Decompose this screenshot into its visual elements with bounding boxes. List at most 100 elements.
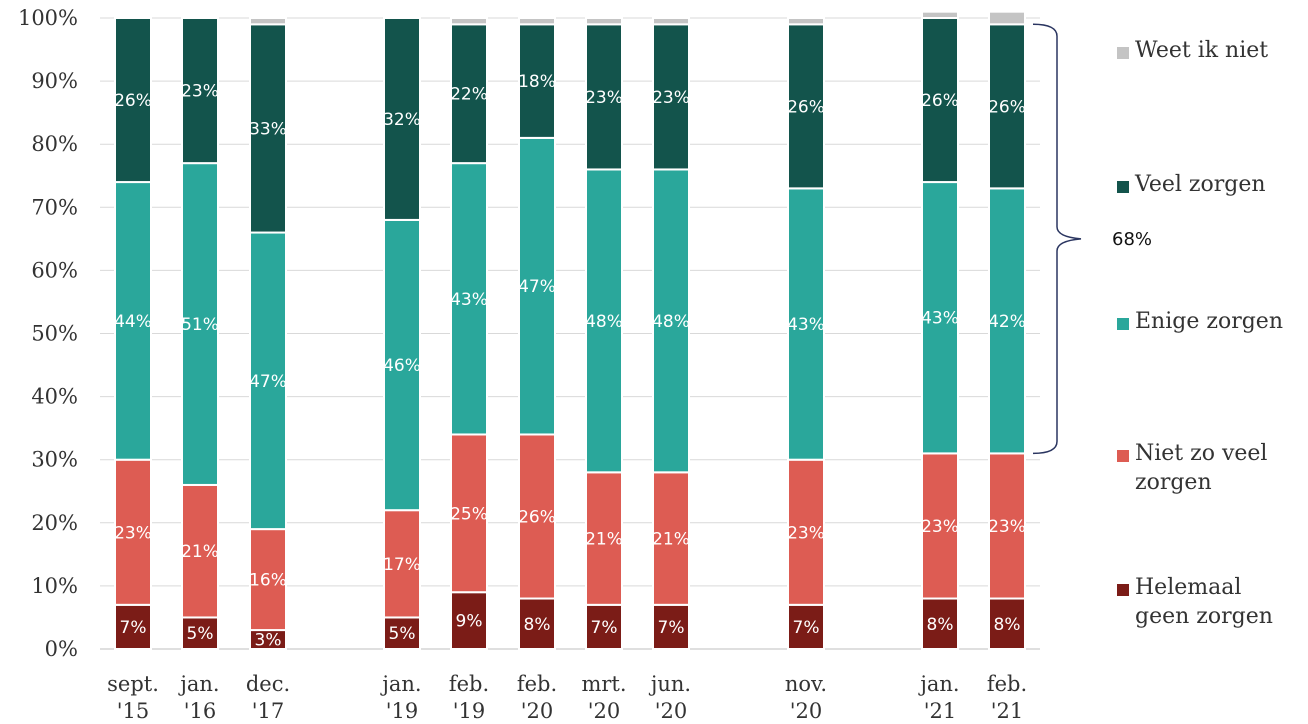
bar-segment-enige-zorgen: [114, 181, 152, 461]
bar-segment-helemaal-geen-zorgen: [988, 597, 1026, 651]
data-label: 51%: [181, 315, 219, 335]
legend-label: Niet zo veel zorgen: [1135, 441, 1267, 495]
legend-swatch: [1117, 318, 1129, 330]
bar-segment-enige-zorgen: [585, 168, 623, 474]
data-label: 26%: [518, 507, 556, 527]
x-tick-label: '17: [252, 699, 285, 723]
bar-segment-helemaal-geen-zorgen: [585, 603, 623, 651]
data-label: 48%: [585, 312, 623, 332]
data-label: 18%: [518, 72, 556, 92]
x-tick-label: feb.: [987, 672, 1027, 696]
legend-item-helemaal-geen-zorgen: Helemaal geen zorgen: [1117, 575, 1273, 629]
bar-segment-enige-zorgen: [383, 218, 421, 512]
bar-segment-veel-zorgen: [383, 17, 421, 221]
legend-label: Veel zorgen: [1134, 172, 1266, 197]
x-tick-label: '19: [453, 699, 486, 723]
data-label: 17%: [383, 555, 421, 575]
bar-segment-helemaal-geen-zorgen: [450, 591, 488, 651]
data-label: 22%: [450, 85, 488, 105]
gridlines: [100, 17, 1040, 650]
data-label: 8%: [994, 615, 1021, 635]
x-tick-label: '21: [924, 699, 957, 723]
data-label: 21%: [585, 530, 623, 550]
legend: Weet ik niet Veel zorgen Enige zorgen Niet …: [1117, 38, 1283, 629]
bar-segment-niet-zo-veel-zorgen: [988, 452, 1026, 600]
bar-segment-enige-zorgen: [249, 231, 287, 531]
x-tick-label: jun.: [648, 672, 691, 696]
bar-segment-niet-zo-veel-zorgen: [450, 433, 488, 594]
y-tick-label: 40%: [31, 385, 78, 409]
bar-segment-veel-zorgen: [114, 17, 152, 184]
bar-segment-niet-zo-veel-zorgen: [114, 458, 152, 606]
bar-segment-niet-zo-veel-zorgen: [249, 528, 287, 632]
bar-segment-veel-zorgen: [518, 23, 556, 139]
data-label: 21%: [181, 542, 219, 562]
data-label: 5%: [187, 624, 214, 644]
legend-label: Helemaal geen zorgen: [1135, 575, 1273, 629]
data-label: 9%: [456, 612, 483, 632]
data-label: 8%: [927, 615, 954, 635]
data-label: 46%: [383, 356, 421, 376]
data-label: 26%: [988, 97, 1026, 117]
legend-label: Weet ik niet: [1135, 38, 1268, 63]
data-label: 26%: [921, 91, 959, 111]
legend-item-weet-ik-niet: Weet ik niet: [1117, 38, 1268, 63]
data-label: 23%: [921, 517, 959, 537]
bar-segment-helemaal-geen-zorgen: [921, 597, 959, 651]
data-label: 26%: [787, 97, 825, 117]
y-tick-label: 90%: [31, 69, 78, 93]
data-label: 21%: [652, 530, 690, 550]
x-tick-label: '20: [790, 699, 823, 723]
bar-segment-weet-ik-niet: [988, 10, 1026, 26]
data-label: 7%: [120, 618, 147, 638]
bar-segment-veel-zorgen: [181, 17, 219, 165]
x-tick-label: '21: [991, 699, 1024, 723]
x-tick-label: feb.: [517, 672, 557, 696]
bar-segment-weet-ik-niet: [518, 17, 556, 26]
data-label: 47%: [518, 277, 556, 297]
legend-item-veel-zorgen: Veel zorgen: [1117, 172, 1266, 197]
legend-item-niet-zo-veel-zorgen: Niet zo veel zorgen: [1117, 441, 1267, 495]
legend-item-enige-zorgen: Enige zorgen: [1117, 309, 1283, 334]
bar-segment-niet-zo-veel-zorgen: [585, 471, 623, 606]
data-label: 42%: [988, 312, 1026, 332]
bar-segment-veel-zorgen: [988, 23, 1026, 190]
data-label: 47%: [249, 372, 287, 392]
data-label: 48%: [652, 312, 690, 332]
x-tick-label: dec.: [246, 672, 290, 696]
y-tick-label: 10%: [31, 574, 78, 598]
bar-segment-enige-zorgen: [921, 181, 959, 455]
legend-label-line: Niet zo veel: [1135, 441, 1267, 466]
data-label: 23%: [652, 88, 690, 108]
y-tick-label: 30%: [31, 448, 78, 472]
x-tick-label: mrt.: [581, 672, 626, 696]
y-tick-label: 80%: [31, 132, 78, 156]
y-tick-label: 100%: [18, 6, 78, 30]
data-label: 23%: [585, 88, 623, 108]
bar-segment-veel-zorgen: [585, 23, 623, 171]
bar-segment-niet-zo-veel-zorgen: [921, 452, 959, 600]
bar-segment-veel-zorgen: [450, 23, 488, 165]
y-tick-label: 70%: [31, 195, 78, 219]
bar-segment-weet-ik-niet: [249, 17, 287, 26]
data-label: 7%: [591, 618, 618, 638]
x-tick-label: nov.: [785, 672, 827, 696]
legend-swatch: [1117, 181, 1129, 193]
data-label: 43%: [787, 315, 825, 335]
bar-segment-niet-zo-veel-zorgen: [383, 509, 421, 619]
data-label: 16%: [249, 571, 287, 591]
bar-segment-weet-ik-niet: [585, 17, 623, 26]
legend-label: Enige zorgen: [1135, 309, 1283, 334]
bar-segment-helemaal-geen-zorgen: [518, 597, 556, 651]
data-label: 7%: [793, 618, 820, 638]
y-tick-label: 50%: [31, 322, 78, 346]
data-label: 7%: [658, 618, 685, 638]
data-label: 8%: [524, 615, 551, 635]
y-tick-label: 0%: [45, 637, 78, 661]
legend-swatch: [1117, 450, 1129, 462]
x-tick-label: '19: [386, 699, 419, 723]
legend-label-line: Weet ik niet: [1135, 38, 1268, 63]
data-label: 44%: [114, 312, 152, 332]
